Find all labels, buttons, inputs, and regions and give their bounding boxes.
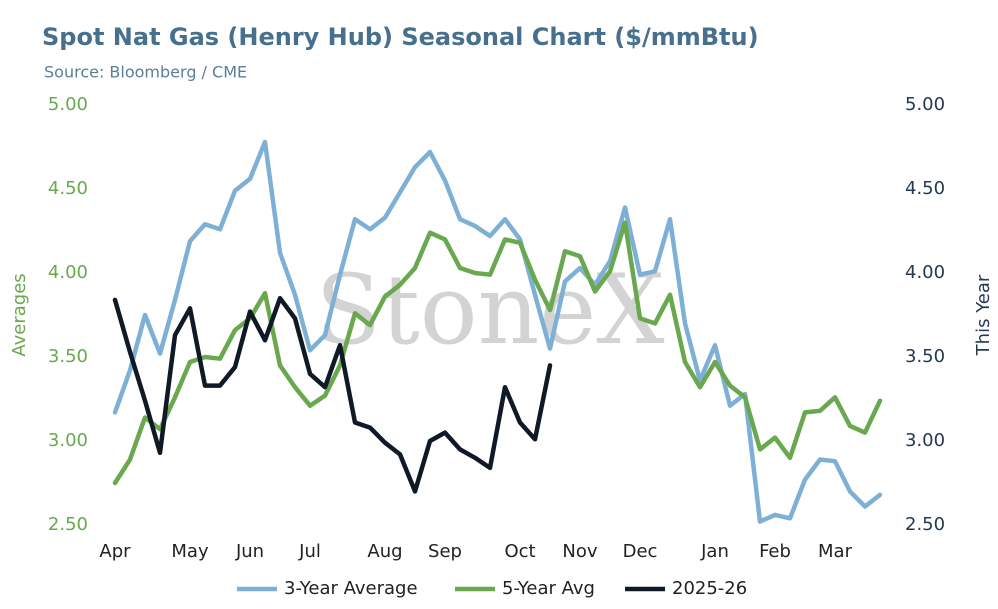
legend-label: 5-Year Avg [502, 578, 595, 599]
x-tick-label: Aug [367, 541, 402, 562]
x-tick-label: Feb [759, 541, 791, 562]
legend-label: 3-Year Average [284, 578, 418, 599]
y2-tick-label: 3.00 [905, 430, 945, 451]
x-tick-label: Apr [99, 541, 131, 562]
x-tick-label: Jul [298, 541, 321, 562]
y-tick-label: 4.00 [48, 262, 88, 283]
y2-tick-label: 2.50 [905, 514, 945, 535]
y-tick-label: 3.50 [48, 346, 88, 367]
y2-tick-label: 4.00 [905, 262, 945, 283]
x-tick-label: May [171, 541, 209, 562]
x-tick-label: Sep [428, 541, 462, 562]
x-tick-label: Nov [562, 541, 597, 562]
y2-tick-label: 5.00 [905, 94, 945, 115]
y-axis-title: Averages [9, 273, 30, 356]
chart-subtitle: Source: Bloomberg / CME [44, 63, 247, 82]
series-line [112, 295, 553, 494]
x-tick-label: Dec [623, 541, 658, 562]
x-tick-label: Mar [818, 541, 853, 562]
y-tick-label: 4.50 [48, 178, 88, 199]
y2-tick-label: 3.50 [905, 346, 945, 367]
series-line [112, 139, 883, 524]
y-tick-label: 2.50 [48, 514, 88, 535]
y2-tick-label: 4.50 [905, 178, 945, 199]
legend-label: 2025-26 [672, 578, 747, 599]
x-tick-label: Oct [504, 541, 535, 562]
series-line [112, 220, 883, 486]
y-tick-label: 5.00 [48, 94, 88, 115]
y-tick-label: 3.00 [48, 430, 88, 451]
y2-axis-title: This Year [973, 274, 994, 356]
chart-title: Spot Nat Gas (Henry Hub) Seasonal Chart … [42, 23, 759, 51]
x-tick-label: Jun [235, 541, 264, 562]
x-tick-label: Jan [700, 541, 729, 562]
